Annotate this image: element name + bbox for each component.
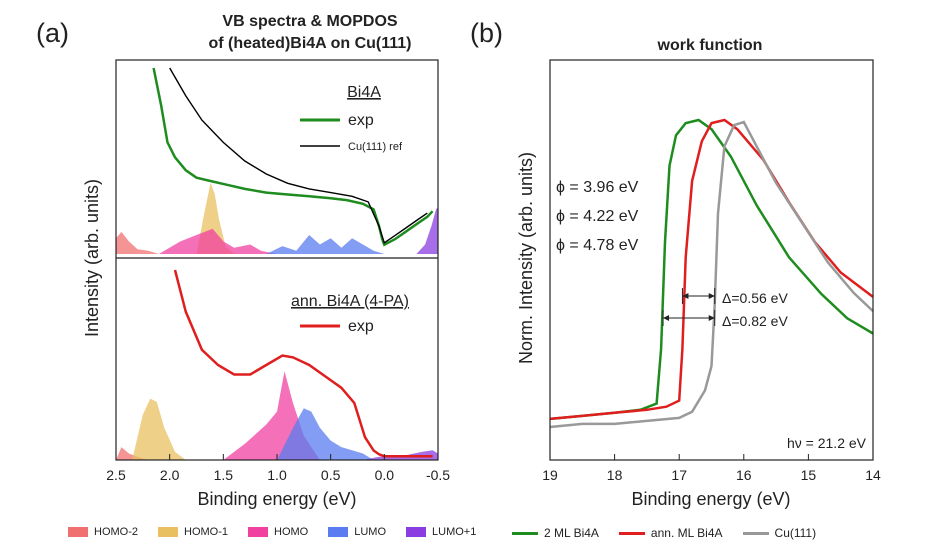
delta-2-label: Δ=0.82 eV	[722, 313, 788, 329]
photon-energy-label: hν = 21.2 eV	[787, 435, 867, 451]
legend-ann-ml: ann. ML Bi4A	[618, 526, 723, 540]
panel-b-xlabel: Binding energy (eV)	[631, 489, 790, 509]
legend-2ml: 2 ML Bi4A	[512, 526, 599, 540]
panel-a-tick-label: 1.5	[214, 467, 234, 483]
legend-swatch	[406, 527, 427, 537]
panel-b-tick-label: 14	[865, 467, 881, 483]
legend-swatch	[328, 527, 349, 537]
legend-text: HOMO	[274, 526, 309, 538]
panel-a-tick-label: 0.5	[321, 467, 341, 483]
panel-b-ylabel: Norm. Intensity (arb. units)	[516, 152, 536, 364]
panel-a-tick-label: 1.0	[267, 467, 287, 483]
pdos-legend: HOMO-2 HOMO-1 HOMO LUMO LUMO+1	[68, 526, 496, 538]
legend-homo-2: HOMO-2	[68, 526, 138, 538]
series-line-b-1	[549, 118, 874, 421]
subpanel-1-label: Bi4A	[347, 84, 381, 101]
pdos-area-homo-1	[132, 398, 186, 460]
panel-a-tick-label: 0.0	[375, 467, 395, 483]
panel-a-title: VB spectra & MOPDOS	[222, 13, 397, 30]
legend-swatch	[248, 527, 268, 537]
legend-lumo: LUMO	[328, 526, 386, 538]
legend-line	[618, 531, 645, 535]
panel-b-tick-label: 15	[801, 467, 817, 483]
pdos-area-lumo	[266, 235, 385, 254]
legend-text: Cu(111)	[774, 526, 817, 540]
panel-b-plot: 19 18 17 16 15 14	[542, 59, 881, 483]
panel-a-tick-label: 2.0	[160, 467, 180, 483]
delta-1-label: Δ=0.56 eV	[722, 290, 788, 306]
legend-homo-1: HOMO-1	[158, 526, 228, 538]
legend-text: HOMO-1	[184, 526, 228, 538]
panel-b-frame	[549, 59, 874, 461]
panel-a-label: (a)	[36, 18, 69, 48]
pdos-area-lumoplus1	[362, 450, 438, 460]
panel-b-tick-label: 16	[736, 467, 752, 483]
workfunction-3: ϕ = 4.78 eV	[556, 237, 639, 254]
legend-text: 2 ML Bi4A	[544, 526, 599, 540]
legend-lumo-plus-1: LUMO+1	[406, 526, 476, 538]
legend-text: HOMO-2	[94, 526, 138, 538]
legend-line	[742, 531, 769, 535]
subpanel-1-ref-label: Cu(111) ref	[348, 141, 403, 153]
panel-b-tick-label: 17	[671, 467, 687, 483]
panel-b-label: (b)	[470, 18, 503, 48]
pdos-area-homo-2	[116, 447, 149, 460]
subpanel-2-label: ann. Bi4A (4-PA)	[291, 293, 409, 310]
subpanel-2-exp-label: exp	[348, 318, 374, 335]
legend-swatch	[158, 527, 178, 537]
series-line-1-0	[152, 67, 434, 247]
series-line-b-2	[549, 120, 874, 429]
legend-text: LUMO	[354, 526, 387, 538]
series-line-b-0	[549, 118, 874, 421]
delta-arrow-head	[682, 293, 689, 299]
pdos-area-homo-2	[116, 231, 159, 254]
workfunction-1: ϕ = 3.96 eV	[556, 179, 639, 196]
pdos-area-lumoplus1	[416, 206, 438, 254]
panel-b-title: work function	[657, 37, 763, 54]
delta-arrow-head	[663, 315, 670, 321]
legend-line	[512, 531, 538, 535]
delta-arrow-head	[708, 315, 715, 321]
panel-b-tick-label: 18	[607, 467, 623, 483]
workfunction-legend: 2 ML Bi4A ann. ML Bi4A Cu(111)	[512, 526, 836, 540]
panel-a-tick-label: -0.5	[426, 467, 450, 483]
legend-cu111: Cu(111)	[742, 526, 817, 540]
panel-a-plot: 2.5 2.0 1.5 1.0 0.5 0.0 -0.5	[106, 59, 450, 483]
panel-a-tick-label: 2.5	[106, 467, 126, 483]
series-line-2-0	[173, 269, 433, 458]
legend-text: ann. ML Bi4A	[650, 526, 723, 540]
panel-a-xlabel: Binding energy (eV)	[197, 489, 356, 509]
panel-a-subtitle: of (heated)Bi4A on Cu(111)	[209, 35, 412, 52]
legend-homo: HOMO	[248, 526, 308, 538]
pdos-area-homo	[158, 228, 277, 254]
delta-arrow-head	[708, 293, 715, 299]
workfunction-2: ϕ = 4.22 eV	[556, 208, 639, 225]
series-line-1-1	[169, 67, 428, 244]
legend-text: LUMO+1	[432, 526, 477, 538]
panel-b-tick-label: 19	[542, 467, 558, 483]
legend-swatch	[68, 527, 88, 537]
subpanel-1-exp-label: exp	[348, 112, 374, 129]
panel-a-ylabel: Intensity (arb. units)	[82, 179, 102, 337]
pdos-area-lumo	[277, 408, 374, 460]
